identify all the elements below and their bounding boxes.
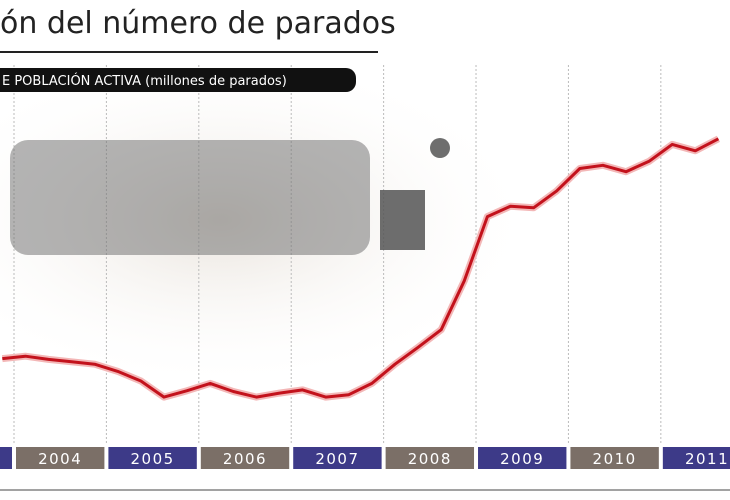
year-band — [0, 447, 12, 469]
year-label: 2004 — [38, 450, 82, 468]
subtitle-box — [0, 68, 356, 92]
year-band — [662, 447, 730, 469]
year-label: 2010 — [593, 450, 637, 468]
year-band — [570, 447, 659, 469]
year-label: 2009 — [500, 450, 544, 468]
line — [2, 137, 720, 399]
year-band — [108, 447, 197, 469]
year-label: 2008 — [408, 450, 452, 468]
year-label: 2006 — [223, 450, 267, 468]
year-label: 2005 — [131, 450, 175, 468]
year-band — [478, 447, 567, 469]
year-label: 2011 — [685, 450, 729, 468]
year-band — [200, 447, 290, 469]
year-band — [16, 447, 105, 469]
year-axis: 2004 2005 2006 2007 2008 2009 2010 2011 — [0, 447, 730, 469]
subtitle: E POBLACIÓN ACTIVA (millones de parados) — [2, 73, 287, 89]
silhouettes — [10, 138, 450, 255]
year-label: 2007 — [315, 450, 359, 468]
year-band — [293, 447, 382, 469]
year-band — [385, 447, 475, 469]
chart-title: ón del número de parados — [0, 6, 396, 41]
